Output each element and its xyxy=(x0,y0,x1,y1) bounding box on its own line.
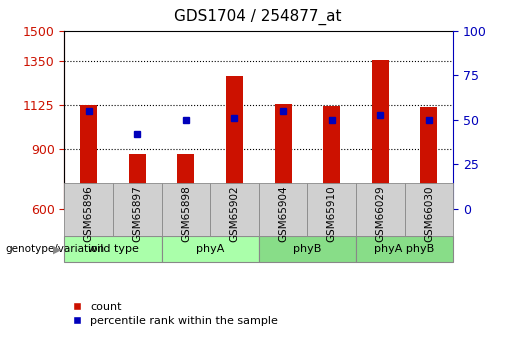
Text: GSM66029: GSM66029 xyxy=(375,186,385,242)
FancyBboxPatch shape xyxy=(405,183,453,236)
Text: GSM65896: GSM65896 xyxy=(83,186,94,242)
Text: genotype/variation: genotype/variation xyxy=(5,244,104,254)
FancyBboxPatch shape xyxy=(64,236,162,262)
Bar xyxy=(372,60,389,209)
FancyBboxPatch shape xyxy=(64,183,113,236)
Bar xyxy=(80,105,97,209)
Text: GSM65902: GSM65902 xyxy=(230,186,239,242)
Text: wild type: wild type xyxy=(88,244,139,254)
FancyBboxPatch shape xyxy=(259,183,307,236)
Text: phyB: phyB xyxy=(293,244,321,254)
FancyBboxPatch shape xyxy=(162,183,210,236)
Text: phyA phyB: phyA phyB xyxy=(374,244,435,254)
Text: GSM65910: GSM65910 xyxy=(327,186,337,242)
Text: GSM66030: GSM66030 xyxy=(424,186,434,242)
Text: GSM65897: GSM65897 xyxy=(132,186,142,242)
Bar xyxy=(129,155,146,209)
Text: phyA: phyA xyxy=(196,244,225,254)
Bar xyxy=(323,106,340,209)
FancyBboxPatch shape xyxy=(356,183,405,236)
Legend: count, percentile rank within the sample: count, percentile rank within the sample xyxy=(73,302,278,326)
FancyBboxPatch shape xyxy=(210,183,259,236)
Text: GSM65898: GSM65898 xyxy=(181,186,191,242)
FancyBboxPatch shape xyxy=(162,236,259,262)
Bar xyxy=(177,154,194,209)
Bar xyxy=(226,77,243,209)
Text: GDS1704 / 254877_at: GDS1704 / 254877_at xyxy=(174,9,341,25)
Text: GSM65904: GSM65904 xyxy=(278,186,288,242)
Bar xyxy=(420,107,437,209)
FancyBboxPatch shape xyxy=(307,183,356,236)
FancyBboxPatch shape xyxy=(113,183,162,236)
Bar xyxy=(274,104,291,209)
FancyBboxPatch shape xyxy=(259,236,356,262)
Text: ▶: ▶ xyxy=(53,244,61,254)
FancyBboxPatch shape xyxy=(356,236,453,262)
